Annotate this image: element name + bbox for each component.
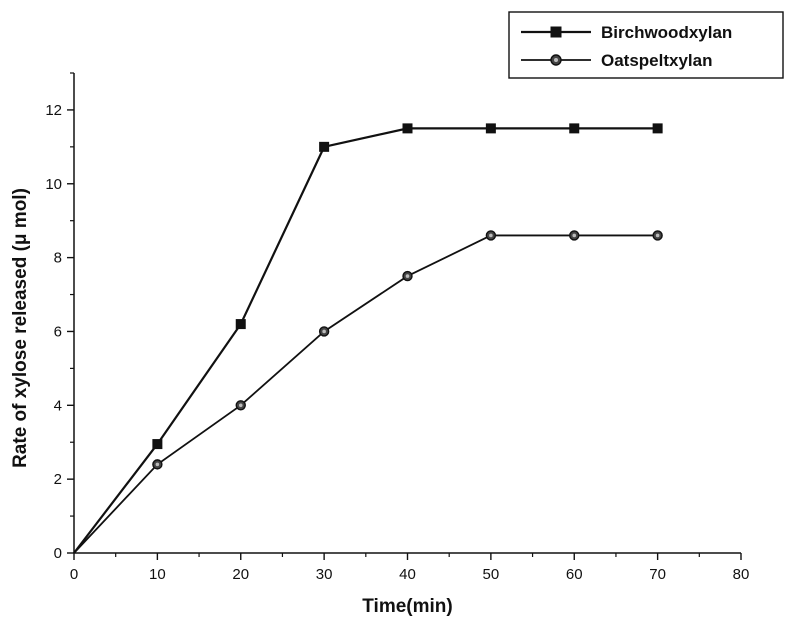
data-point-oatspeltxylan-inner [155,462,160,467]
data-point-oatspeltxylan [485,230,497,241]
y-axis-title: Rate of xylose released (μ mol) [10,188,31,468]
series-layer [73,123,663,554]
legend-label: Birchwoodxylan [601,23,732,42]
ticks: 0 10 20 30 40 50 60 70 80 0 2 4 6 8 10 12 [45,72,750,583]
data-point-oatspeltxylan-inner [238,403,243,408]
x-tick-label: 10 [149,566,166,583]
data-point-oatspeltxylan [569,230,580,241]
legend-marker [550,54,562,66]
axes [73,73,741,554]
series-line-birchwoodxylan [73,127,658,554]
y-tick-label: 8 [54,250,62,267]
data-point-birchwoodxylan [319,141,330,152]
data-point-oatspeltxylan-inner [489,233,493,238]
legend-box [508,11,784,79]
x-tick-label: 70 [649,566,666,583]
x-axis-title: Time(min) [362,596,452,617]
data-point-birchwoodxylan [652,123,663,134]
x-tick-label: 50 [483,566,500,583]
data-point-birchwoodxylan [569,123,580,134]
data-point-oatspeltxylan-inner [405,274,410,278]
legend: Birchwoodxylan Oatspeltxylan [508,11,784,79]
y-tick-label: 6 [54,323,62,340]
series-line-oatspeltxylan [73,234,658,554]
legend-item-birchwoodxylan: Birchwoodxylan [521,23,732,42]
legend-item-oatspeltxylan: Oatspeltxylan [521,51,713,70]
x-tick-label: 20 [232,566,249,583]
data-point-oatspeltxylan-inner [322,329,326,334]
data-point-oatspeltxylan [152,459,163,470]
y-tick-label: 4 [54,397,62,414]
data-point-birchwoodxylan [235,319,246,330]
data-point-oatspeltxylan [318,326,330,337]
data-point-birchwoodxylan [485,123,496,134]
legend-marker [550,26,562,38]
y-tick-label: 12 [45,102,62,119]
legend-label: Oatspeltxylan [601,51,713,70]
y-tick-label: 2 [54,471,62,488]
data-point-oatspeltxylan [652,230,663,241]
data-point-oatspeltxylan-inner [655,233,660,238]
y-tick-label: 0 [54,545,62,562]
data-point-birchwoodxylan [152,439,163,450]
x-tick-label: 0 [70,566,78,583]
data-point-oatspeltxylan [402,270,413,282]
data-point-birchwoodxylan [402,123,413,134]
series-oatspeltxylan [73,230,663,554]
x-tick-label: 60 [566,566,583,583]
y-tick-label: 10 [45,176,62,193]
x-tick-label: 30 [316,566,333,583]
x-tick-label: 80 [733,566,750,583]
x-tick-label: 40 [399,566,416,583]
legend-marker-inner [554,58,558,62]
data-point-oatspeltxylan [235,400,246,411]
series-birchwoodxylan [73,123,663,554]
data-point-oatspeltxylan-inner [572,233,577,238]
